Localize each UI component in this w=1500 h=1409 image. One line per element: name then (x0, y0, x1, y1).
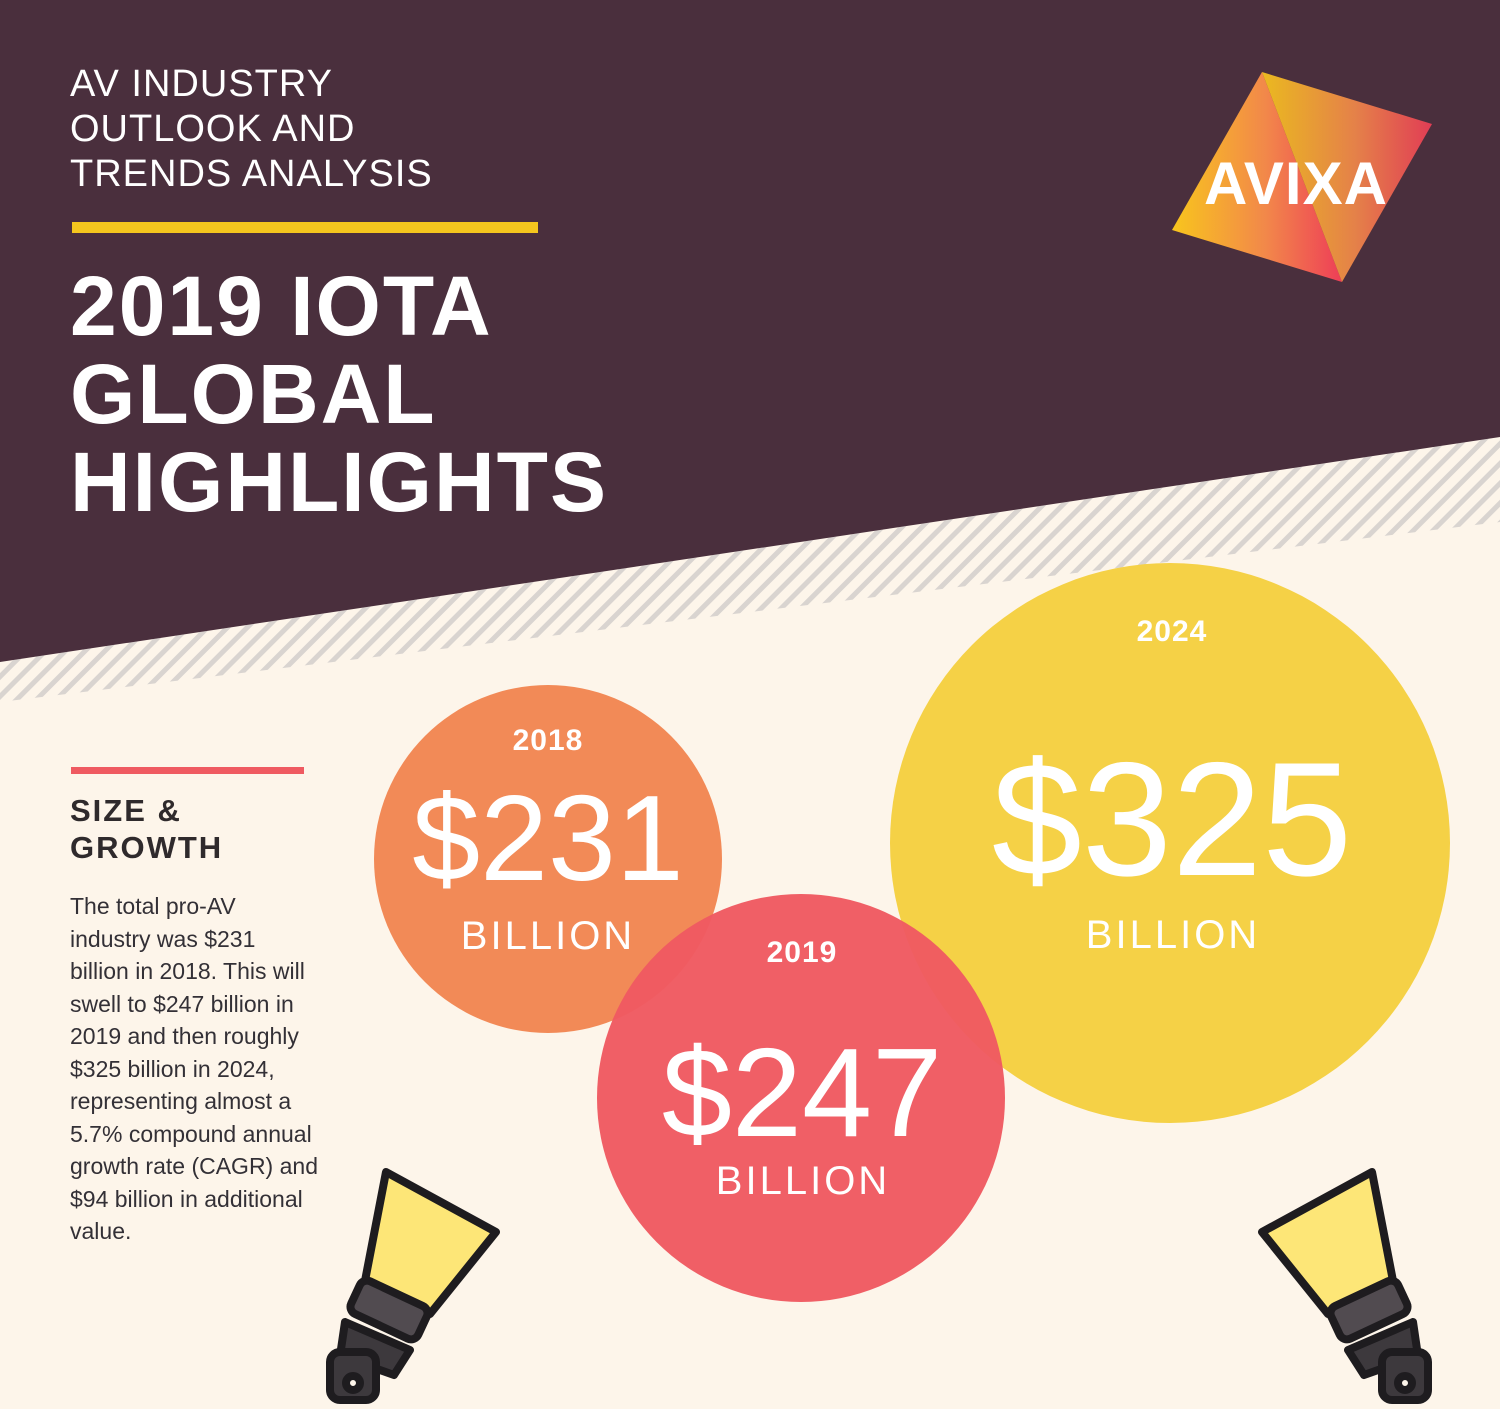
bubble-2019-year: 2019 (766, 936, 838, 969)
bubble-2024-amount: $325 (991, 729, 1353, 910)
section-title: SIZE & GROWTH (70, 793, 224, 865)
bubble-2018-unit: BILLION (460, 914, 636, 958)
bubble-2019 (597, 894, 1005, 1302)
title-divider (72, 222, 538, 233)
section-body: The total pro-AV industry was $231 billi… (70, 893, 318, 1244)
bubble-2018-year: 2018 (512, 724, 584, 757)
avixa-logo-icon: AVIXA (1172, 72, 1432, 282)
bubble-2018 (374, 685, 722, 1033)
bubble-2019-unit: BILLION (715, 1159, 891, 1203)
bubble-2024 (890, 563, 1450, 1123)
spotlight-left-icon (326, 1168, 500, 1404)
bubble-2019-amount: $247 (661, 1022, 943, 1163)
bubble-2024-year: 2024 (1136, 615, 1208, 648)
logo-text: AVIXA (1204, 150, 1388, 217)
report-subtitle: AV INDUSTRY OUTLOOK AND TRENDS ANALYSIS (70, 63, 433, 195)
page-title: 2019 IOTA GLOBAL HIGHLIGHTS (70, 259, 608, 529)
bubble-2018-amount: $231 (412, 770, 684, 906)
spotlight-right-icon (1258, 1168, 1432, 1404)
section-divider (71, 767, 304, 774)
header-band (0, 0, 1500, 662)
bubble-2024-unit: BILLION (1085, 913, 1261, 957)
